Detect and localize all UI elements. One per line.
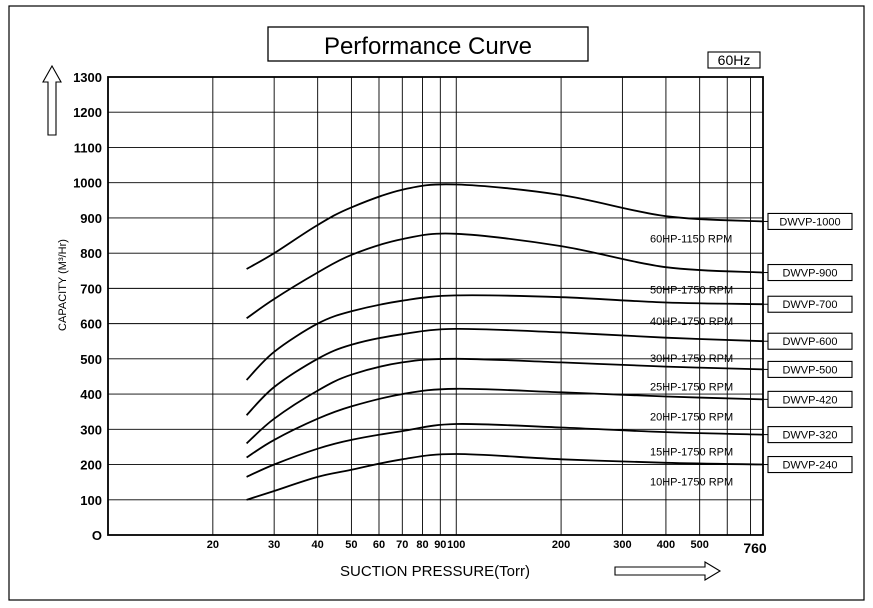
y-tick-label: 200 [80, 458, 102, 473]
frequency-badge: 60Hz [718, 52, 751, 68]
model-label: DWVP-700 [782, 299, 837, 311]
model-box [767, 426, 853, 444]
model-label: DWVP-240 [782, 460, 837, 472]
model-box [767, 295, 853, 313]
plot-area [107, 76, 764, 536]
curve-dwvp-1000 [246, 183, 764, 270]
curves [245, 183, 764, 501]
y-axis-up-arrow-icon [42, 64, 62, 136]
x-tick-label: 500 [690, 539, 708, 551]
model-labels: DWVP-1000 DWVP-900 DWVP-700 DWVP-600 DWVP-50… [763, 212, 853, 474]
y-tick-label: 900 [80, 211, 102, 226]
title-box [267, 26, 589, 62]
power-rpm-label: 60HP-1150 RPM [650, 233, 732, 245]
x-tick-label: 20 [207, 539, 219, 551]
y-tick-label: 1200 [73, 105, 102, 120]
x-axis-right-arrow-icon [614, 561, 722, 581]
curve-dwvp-320 [246, 423, 764, 478]
y-axis-label: CAPACITY (M³/Hr) [57, 239, 69, 331]
model-label: DWVP-1000 [779, 216, 840, 228]
x-tick-label: 90 [434, 539, 446, 551]
power-rpm-label: 25HP-1750 RPM [650, 381, 733, 393]
y-tick-label: 1000 [73, 176, 102, 191]
curve-dwvp-600 [245, 327, 764, 416]
x-tick-label: 50 [345, 539, 357, 551]
power-rpm-label: 20HP-1750 RPM [650, 411, 733, 423]
model-box [767, 332, 853, 350]
y-tick-label: O [92, 528, 102, 543]
power-rpm-label: 50HP-1750 RPM [650, 285, 733, 297]
y-axis-ticks: O 100 200 300 400 500 600 700 800 900 1000 1100 1200… [73, 70, 102, 543]
x-tick-label: 40 [312, 539, 324, 551]
grid [108, 77, 763, 535]
x-tick-label: 760 [743, 540, 767, 556]
x-tick-label: 100 [447, 539, 465, 551]
curve-labels: 60HP-1150 RPM 50HP-1750 RPM 40HP-1750 RPM 3… [650, 233, 733, 488]
y-tick-label: 400 [80, 387, 102, 402]
x-axis-label: SUCTION PRESSURE(Torr) [340, 563, 530, 580]
x-tick-label: 80 [416, 539, 428, 551]
frequency-badge-box [707, 51, 761, 69]
curve-dwvp-900 [246, 232, 764, 320]
y-tick-label: 1100 [74, 140, 102, 155]
model-label: DWVP-320 [782, 430, 837, 442]
model-box [767, 263, 853, 282]
model-box [767, 212, 853, 230]
model-box [767, 360, 853, 378]
power-rpm-label: 30HP-1750 RPM [650, 353, 733, 365]
model-label: DWVP-420 [782, 394, 837, 406]
y-tick-label: 800 [80, 246, 102, 261]
x-tick-label: 60 [373, 539, 385, 551]
y-tick-label: 100 [80, 493, 102, 508]
x-tick-label: 300 [613, 539, 631, 551]
curve-dwvp-420 [246, 387, 764, 459]
power-rpm-label: 40HP-1750 RPM [650, 316, 733, 328]
y-tick-label: 1300 [73, 70, 102, 85]
curve-dwvp-240 [246, 453, 764, 501]
curve-dwvp-500 [246, 357, 764, 445]
x-tick-label: 200 [552, 539, 570, 551]
model-label: DWVP-900 [782, 268, 837, 280]
y-tick-label: 300 [80, 422, 102, 437]
y-tick-label: 500 [80, 352, 102, 367]
model-label: DWVP-500 [782, 364, 837, 376]
x-tick-label: 70 [396, 539, 408, 551]
x-axis-ticks: 20 30 40 50 60 70 80 90 100 200 300 400 500 760 [207, 539, 767, 556]
x-tick-label: 30 [268, 539, 280, 551]
model-box [767, 455, 853, 474]
model-label: DWVP-600 [782, 336, 837, 348]
x-tick-label: 400 [657, 539, 675, 551]
y-tick-label: 700 [80, 281, 102, 296]
model-box [767, 390, 853, 408]
chart-title: Performance Curve [324, 33, 532, 60]
power-rpm-label: 15HP-1750 RPM [650, 447, 733, 459]
power-rpm-label: 10HP-1750 RPM [650, 477, 733, 489]
y-tick-label: 600 [80, 317, 102, 332]
curve-dwvp-700 [245, 294, 764, 381]
page-frame [8, 5, 865, 601]
